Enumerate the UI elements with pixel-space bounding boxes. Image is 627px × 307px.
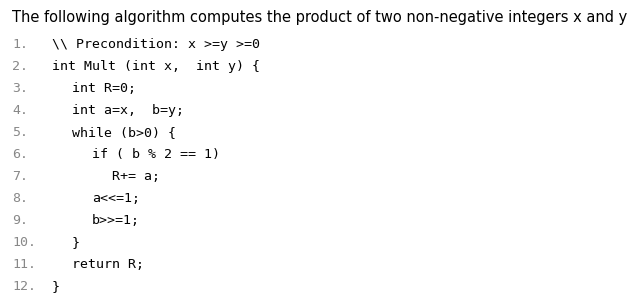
Text: int a=x,  b=y;: int a=x, b=y;: [72, 104, 184, 117]
Text: }: }: [72, 236, 80, 249]
Text: int Mult (int x,  int y) {: int Mult (int x, int y) {: [52, 60, 260, 73]
Text: 12.: 12.: [12, 280, 36, 293]
Text: 1.: 1.: [12, 38, 28, 51]
Text: return R;: return R;: [72, 258, 144, 271]
Text: 3.: 3.: [12, 82, 28, 95]
Text: 2.: 2.: [12, 60, 28, 73]
Text: 11.: 11.: [12, 258, 36, 271]
Text: R+= a;: R+= a;: [112, 170, 160, 183]
Text: while (b>0) {: while (b>0) {: [72, 126, 176, 139]
Text: 8.: 8.: [12, 192, 28, 205]
Text: 5.: 5.: [12, 126, 28, 139]
Text: 7.: 7.: [12, 170, 28, 183]
Text: 6.: 6.: [12, 148, 28, 161]
Text: \\ Precondition: x >=y >=0: \\ Precondition: x >=y >=0: [52, 38, 260, 51]
Text: 9.: 9.: [12, 214, 28, 227]
Text: b>>=1;: b>>=1;: [92, 214, 140, 227]
Text: if ( b % 2 == 1): if ( b % 2 == 1): [92, 148, 220, 161]
Text: The following algorithm computes the product of two non-negative integers x and : The following algorithm computes the pro…: [12, 10, 627, 25]
Text: 4.: 4.: [12, 104, 28, 117]
Text: }: }: [52, 280, 60, 293]
Text: a<<=1;: a<<=1;: [92, 192, 140, 205]
Text: 10.: 10.: [12, 236, 36, 249]
Text: int R=0;: int R=0;: [72, 82, 136, 95]
